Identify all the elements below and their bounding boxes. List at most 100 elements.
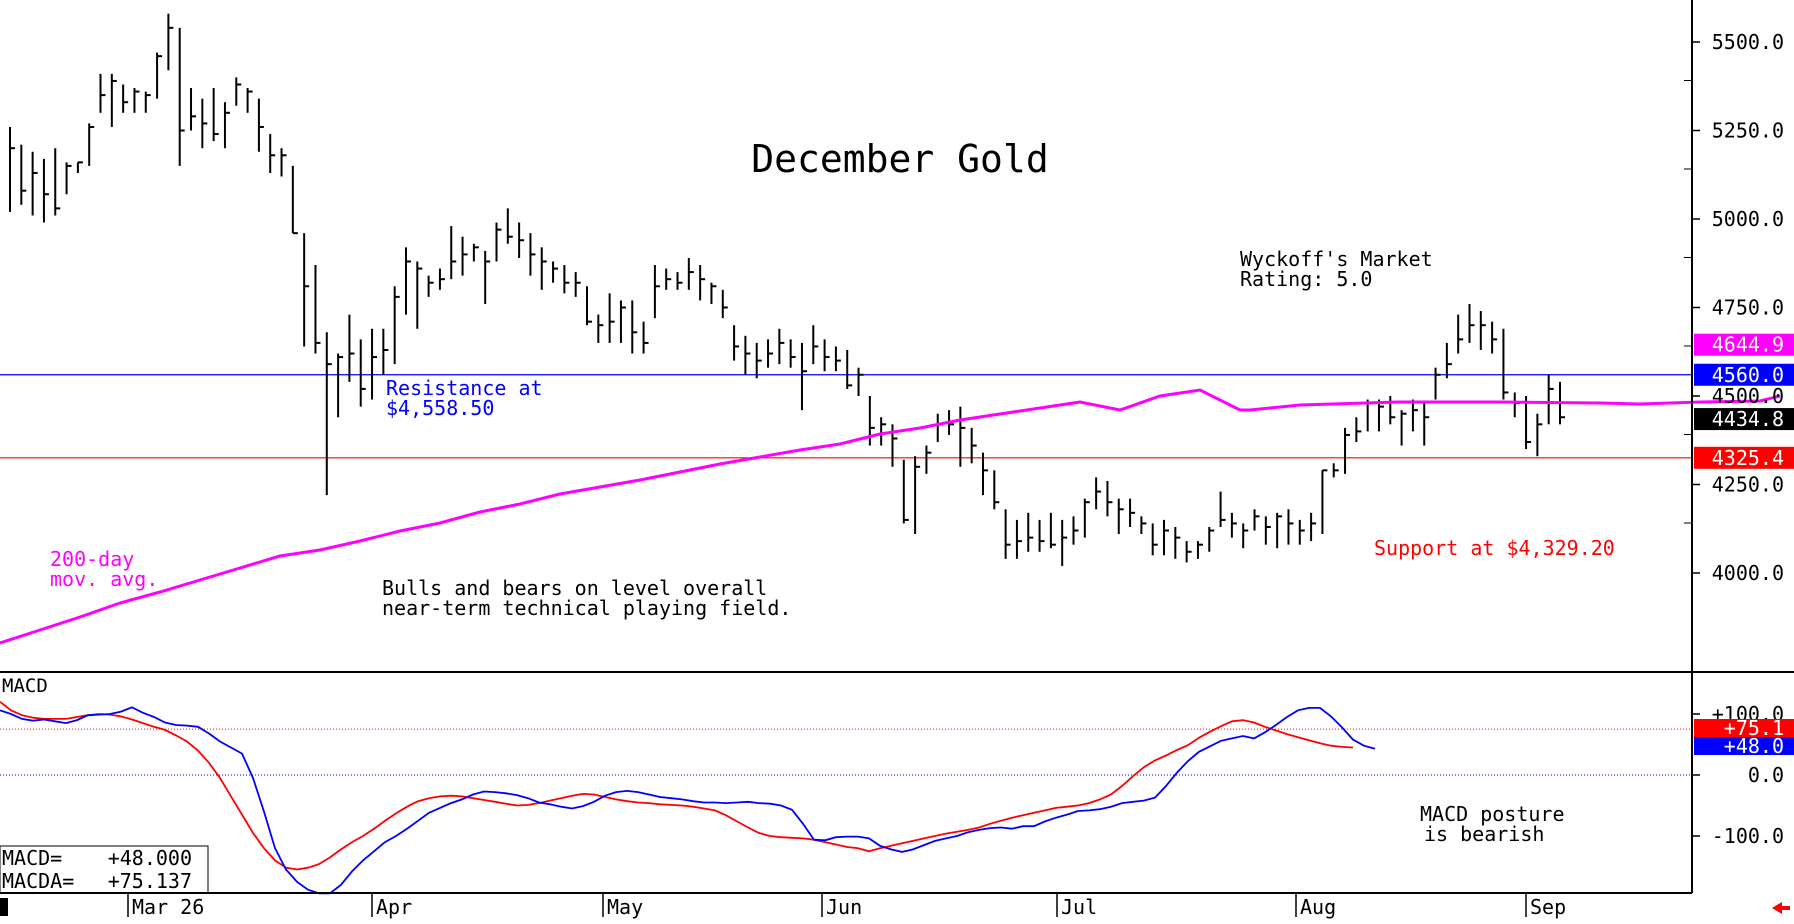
scroll-left-arrow-icon[interactable] bbox=[1772, 902, 1790, 914]
price-bar bbox=[223, 102, 230, 149]
macd-comment-line-2: is bearish bbox=[1424, 822, 1544, 846]
price-bar bbox=[144, 91, 151, 113]
price-bar bbox=[767, 339, 774, 368]
price-bar bbox=[506, 208, 513, 244]
macd-tag-label: +75.1 bbox=[1724, 716, 1784, 740]
price-bar bbox=[812, 325, 819, 365]
price-bar bbox=[1536, 413, 1543, 457]
date-label: May bbox=[607, 895, 643, 919]
price-bar bbox=[20, 144, 27, 205]
price-bar bbox=[393, 286, 400, 365]
price-tick-label: 5500.0 bbox=[1712, 30, 1784, 54]
price-bar bbox=[1174, 526, 1181, 559]
price-horizontal-lines bbox=[0, 374, 1692, 459]
price-tag-box bbox=[1694, 408, 1794, 431]
price-bar bbox=[1061, 519, 1068, 566]
price-bar bbox=[325, 332, 332, 496]
price-bar bbox=[1004, 509, 1011, 559]
price-bar bbox=[280, 148, 287, 177]
price-bar bbox=[133, 88, 140, 113]
price-bar bbox=[1332, 463, 1339, 478]
price-bar bbox=[1151, 523, 1158, 556]
annotation-support-line-1: Support at $4,329.20 bbox=[1374, 536, 1615, 560]
price-bar bbox=[348, 314, 355, 382]
price-bar bbox=[687, 257, 694, 290]
price-bar bbox=[1525, 396, 1532, 450]
price-bar bbox=[699, 265, 706, 301]
price-bar bbox=[642, 321, 649, 354]
chart-title: December Gold bbox=[751, 137, 1048, 181]
price-bar bbox=[970, 427, 977, 464]
price-bar bbox=[1310, 512, 1317, 542]
price-bar bbox=[721, 289, 728, 319]
price-tag-label: 4325.4 bbox=[1712, 446, 1784, 470]
price-axis: 5500.0 5250.0 5000.0 4750.0 4500.0 4250.0 4000… bbox=[1684, 0, 1794, 672]
price-bar bbox=[834, 346, 841, 372]
price-bar bbox=[631, 300, 638, 354]
price-bar bbox=[552, 261, 559, 283]
price-bar bbox=[1377, 399, 1384, 432]
price-bar bbox=[902, 459, 909, 524]
price-bar bbox=[518, 222, 525, 258]
price-bar bbox=[1253, 509, 1260, 531]
price-tick-label: 4000.0 bbox=[1712, 561, 1784, 585]
price-bar bbox=[1457, 314, 1464, 354]
price-bar bbox=[529, 233, 536, 276]
price-tick-label: 5250.0 bbox=[1712, 119, 1784, 143]
price-bar bbox=[1027, 512, 1034, 552]
price-bar bbox=[303, 233, 310, 347]
price-bar bbox=[54, 148, 61, 216]
price-bar bbox=[1491, 321, 1498, 354]
macd-tag-box bbox=[1694, 737, 1794, 755]
price-bar bbox=[1163, 519, 1170, 556]
price-bar bbox=[291, 165, 298, 235]
date-label: Aug bbox=[1300, 895, 1336, 919]
date-labels: Mar 26 Apr May Jun Jul Aug Sep bbox=[127, 893, 1566, 919]
price-bar bbox=[1479, 311, 1486, 350]
price-bar bbox=[1208, 526, 1215, 552]
price-bar bbox=[416, 261, 423, 329]
price-tick-label: 4500.0 bbox=[1712, 384, 1784, 408]
macd-line bbox=[0, 706, 1376, 895]
price-tags: 4644.9 4560.0 4434.8 4325.4 bbox=[1694, 333, 1794, 470]
price-bar bbox=[563, 265, 570, 294]
price-bar bbox=[1502, 328, 1509, 400]
macd-panel: MACD +100.00.0-100.0 +75.1+48.0 MACD pos… bbox=[0, 672, 1794, 895]
price-bar bbox=[1196, 541, 1203, 559]
price-bar bbox=[1219, 491, 1226, 527]
price-bar bbox=[1083, 498, 1090, 538]
macd-tick-label: -100.0 bbox=[1712, 824, 1784, 848]
macd-tick-label: 0.0 bbox=[1748, 763, 1784, 787]
scroll-start-marker bbox=[0, 898, 8, 916]
price-bar bbox=[1242, 523, 1249, 549]
annotation-ma-line-2: mov. avg. bbox=[50, 567, 158, 591]
price-bar bbox=[857, 367, 864, 396]
price-bar bbox=[42, 158, 49, 223]
price-bar bbox=[337, 353, 344, 418]
price-bar bbox=[472, 243, 479, 262]
price-bar bbox=[31, 151, 38, 216]
price-tag-box bbox=[1694, 333, 1794, 356]
price-bar bbox=[1129, 498, 1136, 527]
annotation-rating-line-1: Wyckoff's Market bbox=[1240, 247, 1433, 271]
price-tick-label: 4750.0 bbox=[1712, 296, 1784, 320]
price-bar bbox=[540, 247, 547, 290]
price-bar bbox=[789, 339, 796, 368]
price-bar bbox=[597, 314, 604, 343]
date-axis: Mar 26 Apr May Jun Jul Aug Sep bbox=[0, 892, 1790, 919]
price-bar bbox=[495, 222, 502, 262]
price-bar bbox=[257, 98, 264, 152]
price-bar bbox=[201, 98, 208, 149]
price-bar bbox=[246, 88, 253, 113]
macd-comment: MACD posture is bearish bbox=[1420, 802, 1565, 846]
price-panel: 5500.0 5250.0 5000.0 4750.0 4500.0 4250.0 4000… bbox=[0, 0, 1794, 672]
price-bar bbox=[733, 325, 740, 361]
price-bar bbox=[122, 84, 129, 113]
price-bar bbox=[212, 88, 219, 142]
date-label: Jul bbox=[1061, 895, 1097, 919]
price-bar bbox=[1400, 410, 1407, 446]
price-bar bbox=[110, 73, 117, 127]
price-bar bbox=[404, 247, 411, 315]
price-bar bbox=[190, 88, 197, 131]
